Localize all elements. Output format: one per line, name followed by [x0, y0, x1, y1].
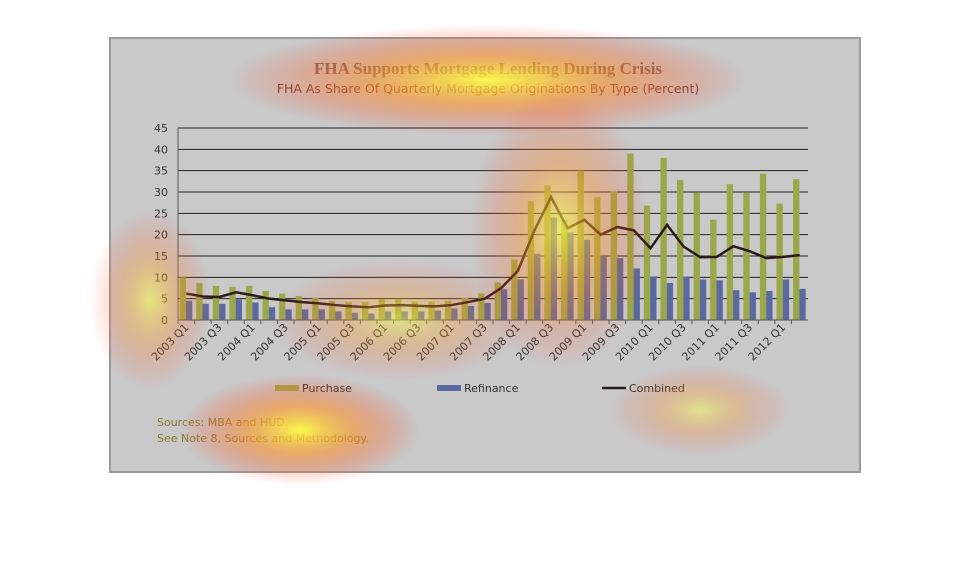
bar — [534, 253, 541, 320]
bar — [511, 259, 518, 320]
y-tick-label: 25 — [154, 207, 168, 220]
bar — [451, 308, 458, 320]
legend-label: Combined — [629, 382, 685, 395]
bar — [677, 180, 684, 320]
bar — [185, 300, 193, 320]
bar — [285, 309, 292, 320]
bar — [517, 279, 524, 320]
bar — [633, 268, 640, 320]
bar — [583, 239, 591, 320]
chart-title: FHA Supports Mortgage Lending During Cri… — [314, 59, 662, 78]
bar — [235, 299, 242, 320]
bar — [295, 296, 303, 320]
bar — [766, 290, 773, 320]
bar — [179, 277, 186, 320]
bar — [650, 276, 657, 320]
bar — [782, 279, 790, 320]
bar — [666, 282, 674, 320]
legend-swatch — [275, 385, 299, 391]
bar — [683, 276, 690, 320]
bar — [428, 301, 435, 320]
bar — [726, 184, 734, 320]
bar — [550, 217, 557, 320]
bar — [594, 197, 601, 320]
bar — [699, 279, 707, 320]
bar — [245, 285, 253, 320]
bar — [627, 153, 634, 320]
y-tick-label: 20 — [154, 229, 168, 242]
y-tick-label: 40 — [154, 143, 168, 156]
bar — [793, 179, 800, 320]
bar — [335, 311, 342, 320]
bar — [610, 191, 618, 320]
y-tick-label: 5 — [161, 293, 168, 306]
bar — [484, 302, 491, 320]
chart-subtitle: FHA As Share Of Quarterly Mortgage Origi… — [277, 81, 700, 96]
bar — [268, 307, 276, 320]
legend-label: Purchase — [302, 382, 352, 395]
bar — [362, 302, 369, 320]
bar — [749, 292, 756, 320]
bar — [219, 303, 226, 320]
bar — [600, 256, 607, 320]
bar — [716, 280, 723, 320]
bar — [776, 203, 783, 320]
bar — [252, 302, 259, 320]
bar — [262, 290, 269, 320]
bar — [318, 309, 325, 320]
bar — [196, 282, 203, 320]
bar — [643, 205, 651, 320]
bar — [401, 311, 408, 320]
bar — [418, 311, 425, 320]
bar — [743, 192, 750, 320]
bar — [384, 311, 392, 320]
bar — [467, 305, 475, 320]
bar — [395, 299, 402, 320]
bar — [733, 290, 740, 320]
bar — [434, 310, 441, 320]
bar — [444, 300, 452, 320]
y-tick-label: 35 — [154, 165, 168, 178]
bar — [577, 170, 584, 320]
bar — [759, 173, 767, 320]
bar — [202, 303, 209, 320]
legend-label: Refinance — [464, 382, 519, 395]
bar — [527, 201, 535, 320]
bar — [660, 157, 667, 320]
bar — [368, 313, 375, 320]
bar — [212, 285, 220, 320]
bar — [567, 232, 574, 320]
source-note: See Note 8, Sources and Methodology. — [157, 432, 369, 445]
source-note: Sources: MBA and HUD. — [157, 416, 288, 429]
bar — [302, 309, 309, 320]
bar — [351, 312, 359, 320]
bar — [312, 297, 319, 320]
bar — [500, 289, 508, 320]
legend-swatch — [437, 385, 461, 391]
bar — [710, 219, 717, 320]
bar — [229, 286, 236, 320]
y-tick-label: 45 — [154, 122, 168, 135]
bar — [378, 299, 385, 320]
bar — [478, 293, 485, 320]
bar — [617, 258, 624, 320]
y-tick-label: 0 — [161, 314, 168, 327]
bar — [560, 219, 568, 320]
y-tick-label: 10 — [154, 271, 168, 284]
y-tick-label: 15 — [154, 250, 168, 263]
bar — [799, 288, 806, 320]
y-tick-label: 30 — [154, 186, 168, 199]
bar — [279, 293, 286, 320]
